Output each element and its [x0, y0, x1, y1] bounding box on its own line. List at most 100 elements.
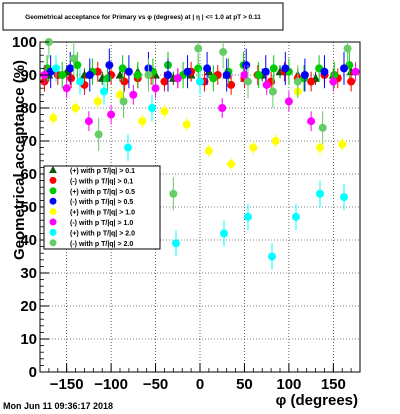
data-point [222, 71, 231, 79]
data-point [244, 212, 252, 221]
legend: (+) with p T/|q| > 0.1 (-) with p T/|q| >… [43, 165, 161, 250]
data-point [124, 143, 132, 152]
data-point [340, 64, 348, 73]
data-point [69, 54, 78, 63]
data-point [254, 71, 263, 79]
tick-labels: −150 −100 −50 0 50 100 150 0 10 20 30 40 50 60 70 80 90 1… [12, 34, 346, 393]
data-point [347, 77, 356, 86]
data-point [271, 137, 280, 145]
data-markers [40, 38, 360, 270]
data-point [284, 97, 293, 106]
legend-box [43, 165, 161, 250]
legend-marker [49, 176, 57, 184]
data-point [194, 64, 203, 73]
data-point [281, 64, 290, 73]
legend-marker [49, 218, 57, 226]
legend-entry: (-) with p T/|q| > 0.1 [49, 176, 133, 185]
data-point [300, 71, 309, 79]
data-point [84, 117, 93, 126]
data-point [338, 140, 347, 149]
y-tick-label: 10 [20, 331, 37, 348]
data-point [116, 90, 124, 99]
title-box: Geometrical acceptance for Primary vs φ … [2, 2, 284, 31]
data-point [269, 64, 278, 73]
data-point [58, 71, 67, 79]
legend-marker [49, 166, 57, 174]
legend-entry: (+) with p T/|q| > 2.0 [49, 228, 135, 237]
data-point [244, 77, 252, 86]
legend-marker [49, 228, 57, 236]
legend-label: (-) with p T/|q| > 1.0 [70, 220, 133, 227]
data-point [169, 189, 178, 198]
legend-entry: (+) with p T/|q| > 1.0 [49, 208, 135, 217]
data-point [227, 80, 236, 89]
data-point [103, 74, 112, 83]
y-axis-title: Geometrical acceptance (%) [11, 60, 28, 260]
y-tick-label: 70 [20, 133, 37, 150]
data-point [115, 70, 125, 79]
x-tick-label: −50 [143, 376, 168, 393]
data-point [173, 74, 182, 83]
x-tick-label: 0 [196, 376, 204, 393]
y-tick-label: 100 [12, 34, 37, 51]
data-point [71, 104, 80, 112]
data-point [318, 123, 327, 132]
data-point [73, 61, 82, 70]
legend-entry: (-) with p T/|q| > 2.0 [49, 239, 133, 248]
axis-ticks [40, 41, 352, 373]
data-point [262, 80, 271, 89]
data-point [340, 193, 348, 202]
data-point [343, 44, 352, 53]
data-point [148, 104, 156, 112]
data-point [172, 239, 180, 248]
data-point [240, 71, 249, 79]
legend-marker [49, 197, 57, 205]
data-point [292, 212, 300, 221]
data-point [307, 77, 316, 86]
data-point [76, 77, 84, 86]
x-tick-label: −150 [50, 376, 84, 393]
data-point [227, 160, 236, 169]
legend-label: (+) with p T/|q| > 0.5 [70, 189, 135, 196]
x-axis-title: φ (degrees) [276, 392, 358, 409]
x-tick-label: 100 [276, 376, 301, 393]
x-tick-label: 150 [321, 376, 346, 393]
data-point [209, 74, 218, 83]
x-tick-label: 50 [236, 376, 253, 393]
data-point [151, 84, 160, 93]
data-point [194, 44, 203, 53]
legend-entry: (+) with p T/|q| > 0.5 [49, 187, 135, 196]
y-tick-label: 20 [20, 298, 37, 315]
data-point [100, 87, 108, 96]
data-point [307, 117, 316, 126]
chart-title: Geometrical acceptance for Primary vs φ … [25, 14, 261, 21]
data-point [316, 143, 324, 152]
y-tick-label: 30 [20, 265, 37, 282]
y-tick-label: 40 [20, 232, 37, 249]
data-point [124, 67, 133, 76]
data-point [268, 252, 276, 261]
legend-label: (+) with p T/|q| > 0.1 [70, 168, 135, 175]
data-point [118, 64, 127, 73]
data-point [329, 77, 338, 86]
data-point [219, 47, 228, 56]
data-point [316, 189, 324, 198]
data-point [107, 110, 116, 119]
legend-marker [49, 239, 57, 247]
series-5 [40, 61, 360, 132]
data-point [52, 64, 60, 73]
data-point [94, 130, 103, 139]
x-tick-label: −100 [94, 376, 128, 393]
data-point [183, 67, 192, 76]
data-point [138, 117, 147, 126]
data-point [144, 71, 153, 79]
legend-label: (-) with p T/|q| > 0.5 [70, 199, 133, 206]
data-point [129, 90, 138, 99]
data-point [182, 120, 191, 129]
data-point [293, 77, 302, 86]
series-4 [49, 84, 347, 171]
y-tick-label: 0 [29, 364, 37, 381]
legend-marker [49, 187, 57, 195]
data-point [164, 71, 172, 79]
data-point [85, 71, 94, 79]
